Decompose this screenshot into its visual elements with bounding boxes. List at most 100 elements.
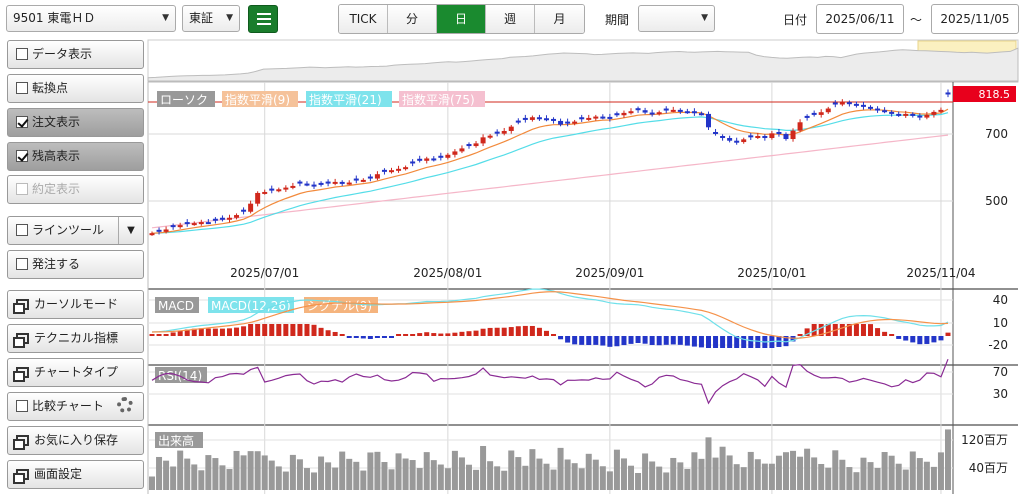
tab-day[interactable]: 日 [437,5,486,33]
ema9-line [151,108,949,234]
gear-icon[interactable] [117,397,133,413]
volume-bar [346,458,353,490]
volume-bar [733,464,740,490]
navigator-window[interactable] [917,40,1017,82]
candle-body [875,108,881,111]
candle-body [741,139,747,143]
volume-bar [494,466,501,490]
date-to-input[interactable]: 2025/11/05 [931,4,1019,34]
rsi-tick-label: 70 [993,365,1008,379]
candle-body [783,134,789,140]
volume-bar [353,461,360,490]
macd-hist-bar [663,336,669,345]
order-view-label: 注文表示 [32,115,81,129]
volume-bar [825,467,832,490]
candle-body [691,111,697,114]
candle-body [501,130,507,134]
macd-hist-bar [586,336,592,346]
order-view-toggle[interactable]: 注文表示 [7,108,144,137]
candle-body [170,225,176,228]
candle-body [424,158,430,161]
candle-body [396,168,402,171]
date-label: 日付 [783,13,808,27]
tab-month[interactable]: 月 [535,5,584,33]
chart-type-button[interactable]: チャートタイプ [7,358,144,387]
favorite-save-button[interactable]: お気に入り保存 [7,426,144,455]
screen-settings-button[interactable]: 画面設定 [7,460,144,489]
macd-hist-bar [832,324,838,336]
volume-bar [853,472,860,490]
volume-bar [458,457,465,490]
cursor-mode-button[interactable]: カーソルモード [7,290,144,319]
line-tool-button[interactable]: ラインツール ▼ [7,216,144,245]
macd-hist-bar [811,324,817,336]
macd-hist-bar [558,336,564,340]
technical-button[interactable]: テクニカル指標 [7,324,144,353]
volume-bar [247,451,254,490]
volume-tick-label: 40百万 [969,461,1008,475]
turn-point-toggle[interactable]: 転換点 [7,74,144,103]
macd-hist-bar [396,334,402,336]
chevron-down-icon[interactable]: ▼ [118,217,143,244]
volume-bar [360,470,367,490]
data-view-label: データ表示 [32,47,93,61]
macd-hist-bar [508,327,514,336]
candle-body [212,218,218,221]
macd-hist-bar [896,336,902,339]
candle-body [410,161,416,164]
volume-bar [374,451,381,490]
candle-body [255,192,261,204]
position-view-toggle[interactable]: 残高表示 [7,142,144,171]
macd-hist-bar [565,336,571,343]
volume-bar [726,455,733,490]
macd-hist-bar [543,330,549,336]
screen-settings-label: 画面設定 [34,467,83,481]
compare-chart-toggle[interactable]: 比較チャート [7,392,144,421]
volume-bar [557,447,564,490]
volume-bar [437,464,444,490]
macd-hist-bar [607,336,613,347]
macd-hist-bar [642,336,648,344]
macd-hist-bar [438,333,444,336]
compare-label: 比較チャート [32,399,104,413]
candle-body [276,189,282,192]
range-select[interactable]: ▼ [638,5,715,32]
date-tick-label: 2025/10/01 [737,266,806,280]
volume-bar [480,445,487,490]
tab-tick[interactable]: TICK [339,5,388,33]
macd-hist-bar [572,336,578,345]
macd-hist-bar [339,334,345,336]
candle-body [311,184,317,187]
place-order-toggle[interactable]: 発注する [7,250,144,279]
macd-hist-bar [628,336,634,344]
macd-hist-bar [480,328,486,336]
tab-minute[interactable]: 分 [388,5,437,33]
candle-body [917,115,923,118]
macd-hist-bar [825,324,831,336]
symbol-select[interactable]: 9501 東電ＨＤ ▼ [6,5,176,32]
list-icon[interactable] [248,5,278,33]
volume-bar [881,452,888,490]
volume-bar [719,446,726,490]
candle-body [649,112,655,115]
candle-body [705,113,711,128]
chart-type-label: チャートタイプ [34,365,118,379]
legend-macd-line: MACD(12,26) [211,299,291,313]
data-view-toggle[interactable]: データ表示 [7,40,144,69]
macd-hist-bar [889,334,895,336]
macd-hist-bar [917,336,923,345]
window-icon [13,299,29,314]
candle-body [452,151,458,155]
date-from-input[interactable]: 2025/06/11 [816,4,904,34]
candle-body [234,215,240,218]
volume-bar [332,467,339,490]
checkbox-icon [16,82,28,94]
candle-body [565,121,571,124]
macd-hist-bar [839,324,845,336]
volume-bar [628,465,635,490]
market-select[interactable]: 東証 ▼ [182,5,240,32]
candle-body [832,102,838,105]
macd-hist-bar [846,324,852,336]
toolbar: 9501 東電ＨＤ ▼ 東証 ▼ TICK 分 日 週 月 期間 ▼ 日付 20… [0,0,1024,38]
tab-week[interactable]: 週 [486,5,535,33]
